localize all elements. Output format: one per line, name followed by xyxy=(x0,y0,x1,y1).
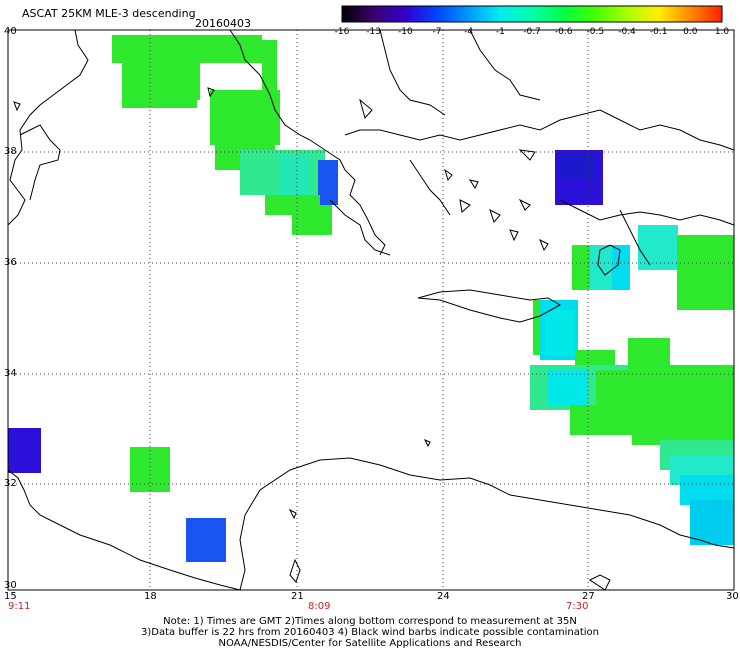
colorbar-tick-label: -10 xyxy=(397,27,413,37)
lon-label: 15 xyxy=(4,591,17,602)
colorbar-gradient xyxy=(341,5,723,23)
note-line: Note: 1) Times are GMT 2)Times along bot… xyxy=(163,616,577,627)
colorbar-tick-label: -1 xyxy=(495,27,505,37)
lat-label: 30 xyxy=(4,580,17,591)
colorbar-tick-label: 0.0 xyxy=(683,27,698,37)
coastlines xyxy=(7,29,735,591)
lon-label: 21 xyxy=(291,591,304,602)
data-block xyxy=(8,428,41,473)
lat-label: 36 xyxy=(4,257,17,268)
lat-label: 40 xyxy=(4,26,17,37)
data-block xyxy=(180,55,200,100)
lon-label: 30 xyxy=(726,591,739,602)
data-block xyxy=(186,518,226,562)
colorbar-tick-label: -16 xyxy=(334,27,350,37)
map-frame xyxy=(7,29,735,591)
data-block xyxy=(548,370,588,405)
data-block xyxy=(130,447,170,492)
map-date: 20160403 xyxy=(195,17,251,30)
note-line: NOAA/NESDIS/Center for Satellite Applica… xyxy=(218,638,522,649)
data-block xyxy=(560,155,595,180)
data-block xyxy=(280,155,310,195)
data-block xyxy=(318,160,338,205)
data-block xyxy=(677,235,734,310)
time-label: 9:11 xyxy=(8,601,31,612)
time-label: 8:09 xyxy=(308,601,331,612)
data-block xyxy=(596,370,636,435)
colorbar-tick-label: -0.4 xyxy=(618,27,636,37)
grid-lines xyxy=(8,30,734,590)
colorbar-tick-label: 1.0 xyxy=(714,27,730,37)
data-block xyxy=(612,245,630,290)
colorbar-tick-label: -4 xyxy=(464,27,474,37)
colorbar-tick-label: -0.1 xyxy=(649,27,668,37)
map-title: ASCAT 25KM MLE-3 descending xyxy=(22,7,196,20)
colorbar-tick-label: -7 xyxy=(432,27,442,37)
data-block xyxy=(632,365,734,445)
colorbar-tick-label: -0.6 xyxy=(554,27,573,37)
wind-data-blocks xyxy=(8,35,734,562)
data-block xyxy=(572,245,590,290)
colorbar-tick-label: -0.7 xyxy=(523,27,541,37)
lon-label: 24 xyxy=(437,591,450,602)
data-block xyxy=(545,310,575,355)
lat-label: 34 xyxy=(4,368,17,379)
colorbar-tick-label: -0.5 xyxy=(586,27,605,37)
data-block xyxy=(262,40,277,120)
lon-label: 18 xyxy=(144,591,157,602)
data-block xyxy=(292,205,332,235)
time-label: 7:30 xyxy=(566,601,589,612)
lat-label: 38 xyxy=(4,146,17,157)
lat-label: 32 xyxy=(4,478,17,489)
data-block xyxy=(690,500,734,545)
colorbar-tick-label: -13 xyxy=(366,27,381,37)
lon-label: 27 xyxy=(582,591,595,602)
note-line: 3)Data buffer is 22 hrs from 20160403 4)… xyxy=(141,627,599,638)
colorbar xyxy=(341,5,723,23)
